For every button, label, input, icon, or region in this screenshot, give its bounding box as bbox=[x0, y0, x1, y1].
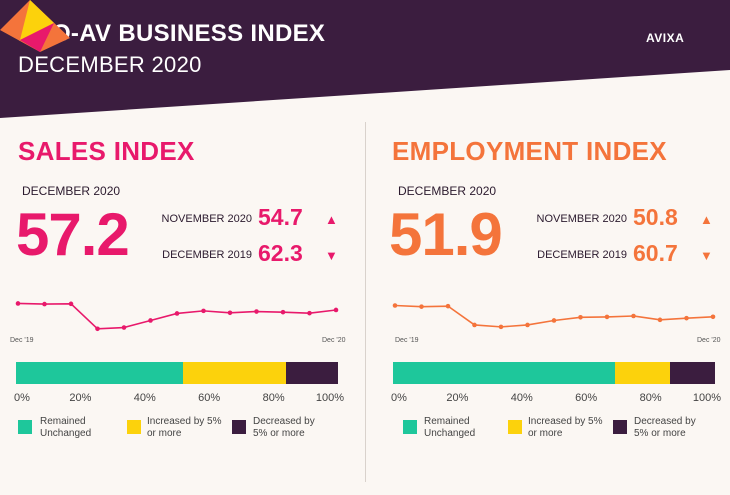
sales-percent-tick: 100% bbox=[315, 392, 345, 404]
employment-prev-month-value: 50.8 bbox=[633, 204, 678, 230]
legend-swatch-increased bbox=[508, 420, 522, 434]
sales-prev-month-value: 54.7 bbox=[258, 204, 303, 230]
sales-percent-tick: 40% bbox=[133, 392, 156, 404]
sales-point-2 bbox=[68, 301, 74, 307]
employment-point-5 bbox=[525, 322, 530, 328]
employment-point-3 bbox=[472, 322, 477, 328]
sales-percent-tick: 80% bbox=[262, 392, 285, 404]
sales-point-6 bbox=[174, 311, 180, 316]
sales-spark-start-label: Dec '19 bbox=[10, 337, 34, 344]
legend-increased: Increased by 5% or more bbox=[147, 416, 222, 439]
employment-percent-tick: 40% bbox=[510, 392, 533, 404]
employment-point-8 bbox=[604, 314, 610, 320]
sales-point-7 bbox=[201, 308, 206, 314]
sales-prev-year-label: DECEMBER 2019 bbox=[162, 249, 252, 261]
employment-current-value: 51.9 bbox=[389, 201, 503, 268]
sales-bar-segment-remained bbox=[16, 362, 184, 384]
header-banner: PRO-AV BUSINESS INDEX DECEMBER 2020 AVIX… bbox=[0, 0, 730, 130]
employment-prev-year-label: DECEMBER 2019 bbox=[537, 249, 627, 261]
employment-panel: EMPLOYMENT INDEX DECEMBER 2020 51.9 NOVE… bbox=[375, 0, 730, 495]
employment-point-4 bbox=[498, 324, 504, 330]
employment-point-1 bbox=[419, 304, 424, 309]
sales-down-arrow-icon: ▼ bbox=[325, 248, 338, 263]
panel-divider bbox=[365, 122, 366, 482]
employment-point-12 bbox=[710, 314, 716, 320]
sales-prev-month-label: NOVEMBER 2020 bbox=[161, 213, 252, 225]
sales-point-4 bbox=[121, 325, 127, 330]
sales-bar-segment-increased bbox=[183, 362, 287, 384]
sales-point-10 bbox=[280, 309, 286, 315]
legend-swatch-decreased bbox=[232, 420, 246, 434]
employment-percent-tick: 0% bbox=[391, 392, 407, 404]
sales-point-12 bbox=[333, 307, 339, 313]
employment-bar-segment-decreased bbox=[669, 362, 715, 384]
employment-trend-line bbox=[394, 304, 714, 328]
sales-index-title: SALES INDEX bbox=[18, 136, 195, 166]
employment-up-arrow-icon: ▲ bbox=[700, 212, 713, 227]
sales-sparkline bbox=[15, 301, 339, 332]
legend-decreased: Decreased by 5% or more bbox=[253, 416, 315, 439]
sales-percent-tick: 60% bbox=[198, 392, 221, 404]
sales-spark-end-label: Dec '20 bbox=[322, 337, 346, 344]
employment-point-11 bbox=[684, 315, 689, 321]
legend-swatch-remained bbox=[18, 420, 32, 434]
employment-sparkline bbox=[392, 303, 716, 330]
avixa-logo-icon bbox=[0, 0, 70, 52]
employment-bar-segment-remained bbox=[393, 362, 616, 384]
employment-prev-month-label: NOVEMBER 2020 bbox=[536, 213, 627, 225]
employment-percent-tick: 100% bbox=[692, 392, 722, 404]
employment-point-7 bbox=[578, 314, 583, 320]
header-background bbox=[0, 0, 730, 118]
employment-index-title: EMPLOYMENT INDEX bbox=[392, 136, 667, 166]
legend-increased: Increased by 5% or more bbox=[528, 416, 603, 439]
sales-point-11 bbox=[307, 310, 312, 316]
page-subtitle: DECEMBER 2020 bbox=[18, 52, 202, 77]
sales-panel: SALES INDEX DECEMBER 2020 57.2 NOVEMBER … bbox=[10, 136, 346, 439]
page-title: PRO-AV BUSINESS INDEX bbox=[18, 20, 326, 47]
sales-percent-tick: 0% bbox=[14, 392, 30, 404]
employment-down-arrow-icon: ▼ bbox=[700, 248, 713, 263]
sales-point-1 bbox=[42, 301, 47, 307]
legend-swatch-decreased bbox=[613, 420, 627, 434]
avixa-logo-text: AVIXA bbox=[646, 31, 685, 45]
employment-percent-tick: 60% bbox=[575, 392, 598, 404]
sales-current-label: DECEMBER 2020 bbox=[22, 184, 121, 198]
employment-spark-start-label: Dec '19 bbox=[395, 337, 419, 344]
sales-prev-year-value: 62.3 bbox=[258, 240, 303, 266]
employment-point-10 bbox=[657, 317, 663, 323]
sales-point-3 bbox=[95, 326, 100, 332]
employment-point-2 bbox=[445, 303, 451, 309]
sales-percent-tick: 20% bbox=[69, 392, 92, 404]
employment-percent-tick: 80% bbox=[639, 392, 662, 404]
legend-swatch-increased bbox=[127, 420, 141, 434]
sales-trend-line bbox=[17, 302, 337, 330]
employment-prev-year-value: 60.7 bbox=[633, 240, 678, 266]
sales-bar-segment-decreased bbox=[286, 362, 338, 384]
sales-point-0 bbox=[15, 301, 21, 306]
employment-point-0 bbox=[392, 303, 398, 308]
sales-current-value: 57.2 bbox=[16, 201, 130, 268]
legend-remained: Remained Unchanged bbox=[40, 416, 92, 439]
employment-stacked-bar bbox=[393, 362, 715, 384]
sales-point-5 bbox=[148, 318, 153, 323]
employment-spark-end-label: Dec '20 bbox=[697, 337, 721, 344]
legend-decreased: Decreased by 5% or more bbox=[634, 416, 696, 439]
sales-point-9 bbox=[254, 309, 259, 314]
legend-swatch-remained bbox=[403, 420, 417, 434]
employment-percent-tick: 20% bbox=[446, 392, 469, 404]
legend-remained: Remained Unchanged bbox=[424, 416, 476, 439]
employment-point-9 bbox=[631, 313, 636, 319]
sales-stacked-bar bbox=[16, 362, 338, 384]
employment-point-6 bbox=[551, 318, 557, 323]
employment-bar-segment-increased bbox=[615, 362, 670, 384]
employment-current-label: DECEMBER 2020 bbox=[398, 184, 497, 198]
sales-up-arrow-icon: ▲ bbox=[325, 212, 338, 227]
sales-point-8 bbox=[227, 310, 233, 316]
